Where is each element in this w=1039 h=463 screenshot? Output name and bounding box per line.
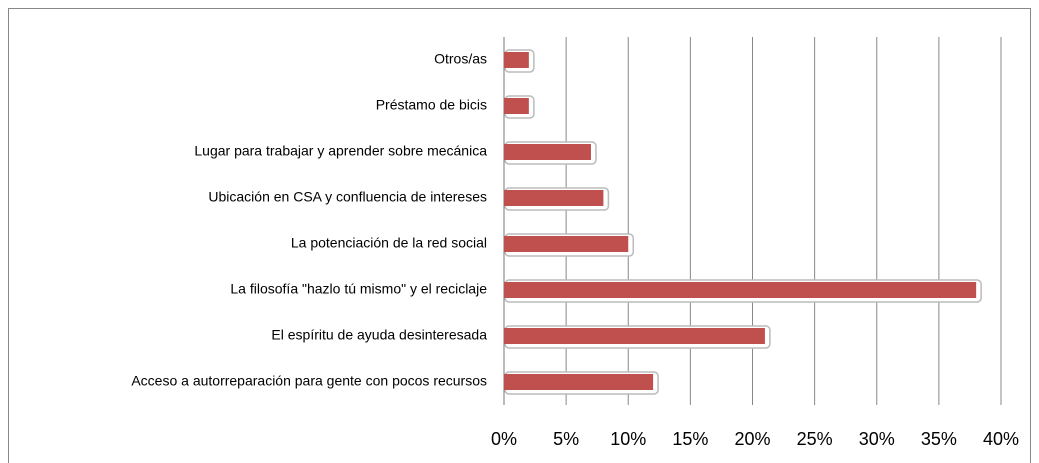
y-tick-label: La potenciación de la red social bbox=[291, 235, 487, 251]
y-tick-label: Otros/as bbox=[434, 51, 487, 67]
bar bbox=[504, 236, 629, 252]
bar bbox=[504, 190, 604, 206]
x-tick-label: 25% bbox=[797, 429, 833, 449]
x-tick-label: 5% bbox=[553, 429, 579, 449]
bar bbox=[504, 52, 529, 68]
bar bbox=[504, 98, 529, 114]
bar bbox=[504, 144, 591, 160]
y-tick-label: Ubicación en CSA y confluencia de intere… bbox=[208, 189, 487, 205]
y-tick-label: Lugar para trabajar y aprender sobre mec… bbox=[194, 143, 487, 159]
y-tick-label: La filosofía "hazlo tú mismo" y el recic… bbox=[230, 281, 487, 297]
x-tick-label: 20% bbox=[734, 429, 770, 449]
y-tick-label: Acceso a autorreparación para gente con … bbox=[131, 373, 487, 389]
x-tick-label: 35% bbox=[921, 429, 957, 449]
bar bbox=[504, 374, 654, 390]
x-tick-label: 0% bbox=[491, 429, 517, 449]
y-tick-label: Préstamo de bicis bbox=[376, 97, 487, 113]
x-tick-label: 40% bbox=[983, 429, 1019, 449]
bar bbox=[504, 282, 977, 298]
y-tick-label: El espíritu de ayuda desinteresada bbox=[271, 327, 487, 343]
x-tick-label: 15% bbox=[672, 429, 708, 449]
bar bbox=[504, 328, 765, 344]
x-tick-label: 10% bbox=[610, 429, 646, 449]
x-tick-label: 30% bbox=[859, 429, 895, 449]
